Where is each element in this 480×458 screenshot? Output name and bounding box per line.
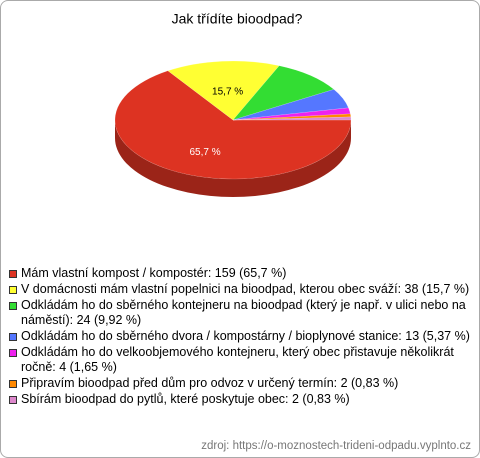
legend-swatch [9, 286, 17, 294]
slice [232, 65, 335, 121]
legend-label: Odkládám ho do sběrného kontejneru na bi… [21, 298, 466, 327]
legend-item: Připravím bioodpad před dům pro odvoz v … [9, 376, 471, 391]
slice [232, 89, 349, 121]
value-label: 65,7 % [189, 147, 220, 158]
slice-side [115, 120, 351, 197]
slice [232, 113, 352, 121]
legend-label: Připravím bioodpad před dům pro odvoz v … [21, 376, 399, 390]
legend-swatch [9, 302, 17, 310]
legend-label: Odkládám ho do sběrného dvora / kompostá… [21, 329, 470, 343]
value-label: 15,7 % [212, 86, 243, 97]
legend-item: V domácnosti mám vlastní popelnici na bi… [9, 282, 471, 297]
legend-label: Mám vlastní kompost / kompostér: 159 (65… [21, 266, 287, 280]
source: zdroj: https://o-moznostech-trideni-odpa… [201, 440, 471, 452]
slice [167, 60, 280, 121]
legend-swatch [9, 270, 17, 278]
legend-item: Odkládám ho do sběrného kontejneru na bi… [9, 298, 471, 328]
slice [232, 107, 351, 121]
slice [232, 116, 352, 121]
legend-swatch [9, 380, 17, 388]
legend-item: Odkládám ho do velkoobjemového kontejner… [9, 345, 471, 375]
legend-item: Odkládám ho do sběrného dvora / kompostá… [9, 329, 471, 344]
legend: Mám vlastní kompost / kompostér: 159 (65… [9, 266, 471, 408]
legend-item: Sbírám bioodpad do pytlů, které poskytuj… [9, 392, 471, 407]
legend-label: V domácnosti mám vlastní popelnici na bi… [21, 282, 470, 296]
legend-swatch [9, 396, 17, 404]
pie-area: Jak třídíte bioodpad? 65,7 % 15,7 % [114, 11, 352, 197]
legend-swatch [9, 349, 17, 357]
legend-item: Mám vlastní kompost / kompostér: 159 (65… [9, 266, 471, 281]
legend-label: Sbírám bioodpad do pytlů, které poskytuj… [21, 392, 350, 406]
chart-title: Jak třídíte bioodpad? [172, 11, 303, 27]
legend-label: Odkládám ho do velkoobjemového kontejner… [21, 345, 454, 374]
legend-swatch [9, 333, 17, 341]
slice [114, 70, 352, 180]
